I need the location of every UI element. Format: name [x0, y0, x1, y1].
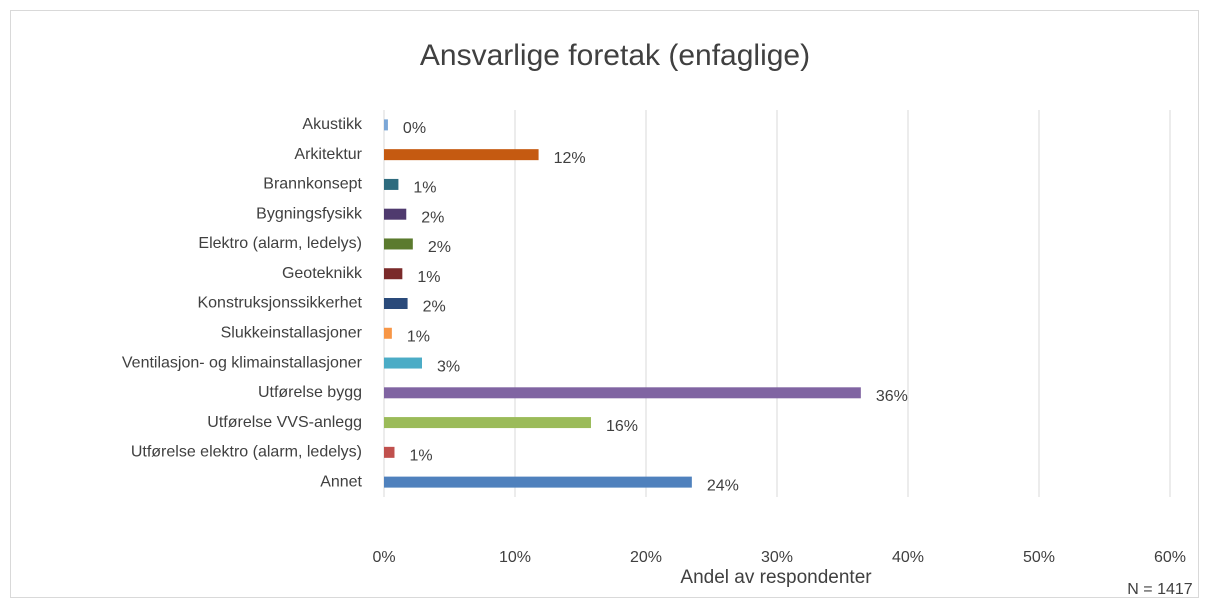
bar	[384, 178, 399, 190]
bar	[384, 268, 403, 280]
x-tick-label: 50%	[1023, 549, 1055, 566]
data-label: 36%	[876, 388, 908, 405]
x-axis-title: Andel av respondenter	[680, 567, 872, 588]
data-label: 24%	[707, 477, 739, 494]
annotation: N = 1417	[1127, 581, 1192, 598]
data-label: 1%	[409, 448, 432, 465]
y-tick-label: Ventilasjon- og klimainstallasjoner	[122, 354, 363, 371]
data-label: 3%	[437, 358, 460, 375]
data-label: 2%	[423, 299, 446, 316]
y-tick-label: Brannkonsept	[263, 176, 362, 193]
y-tick-label: Utførelse bygg	[258, 384, 362, 401]
x-tick-label: 0%	[372, 549, 395, 566]
y-tick-label: Bygningsfysikk	[256, 205, 363, 222]
data-label: 0%	[403, 120, 426, 137]
y-tick-label: Elektro (alarm, ledelys)	[198, 235, 362, 252]
bar	[384, 417, 591, 429]
bar	[384, 119, 388, 131]
bar	[384, 298, 408, 309]
data-label: 12%	[554, 150, 586, 167]
bar	[384, 387, 861, 399]
bar	[384, 208, 407, 220]
bar	[384, 327, 392, 339]
chart-title: Ansvarlige foretak (enfaglige)	[420, 39, 810, 72]
y-tick-label: Geoteknikk	[282, 265, 363, 282]
y-tick-label: Arkitektur	[294, 146, 362, 163]
y-tick-label: Utførelse elektro (alarm, ledelys)	[131, 444, 362, 461]
x-tick-label: 30%	[761, 549, 793, 566]
data-label: 2%	[421, 209, 444, 226]
bar	[384, 357, 422, 369]
x-tick-label: 20%	[630, 549, 662, 566]
bar	[384, 238, 413, 250]
y-tick-label: Akustikk	[302, 116, 363, 133]
x-tick-label: 60%	[1154, 549, 1186, 566]
bar	[384, 446, 395, 458]
data-label: 16%	[606, 418, 638, 435]
y-tick-label: Slukkeinstallasjoner	[221, 324, 363, 341]
data-label: 1%	[413, 180, 436, 197]
y-tick-label: Konstruksjonssikkerhet	[197, 295, 362, 312]
bar	[384, 476, 692, 488]
data-label: 2%	[428, 239, 451, 256]
x-tick-label: 40%	[892, 549, 924, 566]
y-tick-label: Annet	[320, 473, 362, 490]
data-label: 1%	[417, 269, 440, 286]
chart-border	[10, 10, 1199, 598]
y-tick-label: Utførelse VVS-anlegg	[207, 414, 362, 431]
data-label: 1%	[407, 328, 430, 345]
bar	[384, 149, 539, 161]
x-tick-label: 10%	[499, 549, 531, 566]
